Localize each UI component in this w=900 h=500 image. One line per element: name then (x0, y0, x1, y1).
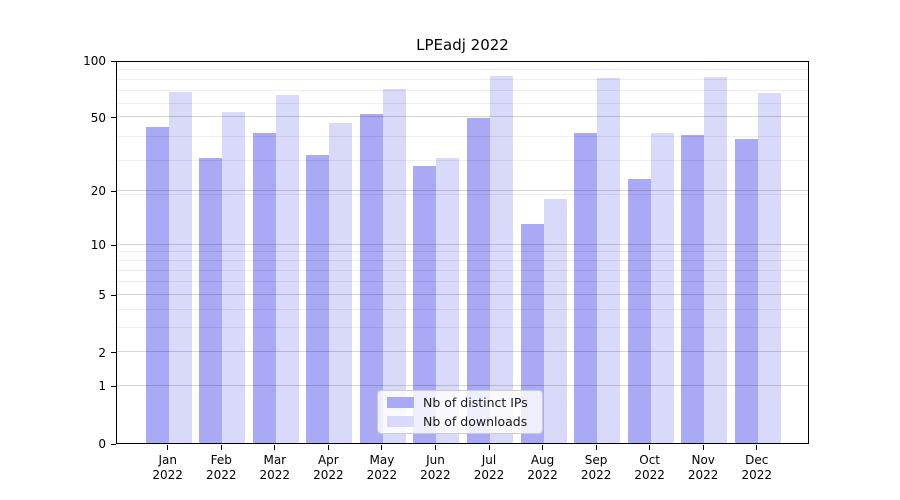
bar-distinct-ips-oct (627, 179, 651, 443)
legend-item-distinct-ips: Nb of distinct IPs (387, 395, 533, 410)
bar-downloads-jun (436, 158, 460, 443)
x-tick-mark (702, 445, 704, 450)
x-tick-mark (220, 445, 222, 450)
y-tick-label: 5 (98, 288, 106, 303)
x-tick-mark (595, 445, 597, 450)
grid-layer (117, 62, 808, 443)
bar-distinct-ips-aug (520, 224, 544, 443)
y-tick-label: 1 (98, 379, 106, 394)
gridline-minor (117, 102, 808, 104)
gridline-minor (117, 78, 808, 80)
y-tick-mark (111, 60, 116, 62)
x-tick-mark (381, 445, 383, 450)
bar-downloads-nov (704, 77, 728, 443)
x-tick-mark (488, 445, 490, 450)
legend-label-distinct-ips: Nb of distinct IPs (423, 395, 528, 410)
x-tick-label: Apr 2022 (313, 453, 344, 482)
bar-downloads-jan (168, 91, 192, 443)
bar-downloads-aug (543, 198, 567, 443)
bar-downloads-dec (757, 92, 781, 443)
bar-distinct-ips-feb (199, 158, 223, 443)
gridline-major (117, 116, 808, 118)
bar-layer (117, 62, 808, 443)
gridline-minor (117, 281, 808, 283)
bar-distinct-ips-may (359, 113, 383, 443)
gridline-major (117, 243, 808, 245)
gridline-major (117, 189, 808, 191)
gridline-minor (117, 160, 808, 162)
x-tick-label: Nov 2022 (687, 453, 719, 482)
y-tick-label: 50 (90, 110, 106, 125)
gridline-minor (117, 193, 808, 195)
x-tick-mark (649, 445, 651, 450)
gridline-minor (117, 89, 808, 91)
gridline-major (117, 293, 808, 295)
x-tick-label: Feb 2022 (205, 453, 237, 482)
plot-area (116, 61, 809, 444)
gridline-major (117, 351, 808, 353)
bar-distinct-ips-jul (467, 118, 490, 443)
y-tick-label: 2 (98, 345, 106, 360)
legend-item-downloads: Nb of downloads (387, 414, 533, 429)
bar-distinct-ips-jun (413, 166, 437, 443)
x-tick-mark (274, 445, 276, 450)
gridline-minor (117, 260, 808, 262)
y-tick-label: 0 (98, 437, 106, 451)
x-tick-mark (756, 445, 758, 450)
y-tick-label: 20 (90, 184, 106, 199)
x-tick-label: May 2022 (366, 453, 398, 482)
y-tick-mark (111, 385, 116, 387)
bar-downloads-feb (222, 111, 246, 443)
x-tick-label: Jun 2022 (420, 453, 451, 482)
y-tick-mark (111, 443, 116, 445)
legend: Nb of distinct IPs Nb of downloads (377, 390, 543, 434)
bar-downloads-mar (275, 95, 299, 443)
x-tick-label: Jan 2022 (152, 453, 183, 482)
bar-distinct-ips-mar (252, 132, 276, 443)
bar-downloads-may (382, 89, 406, 443)
y-tick-label: 100 (83, 54, 106, 68)
gridline-minor (117, 308, 808, 310)
x-tick-label: Dec 2022 (741, 453, 773, 482)
legend-label-downloads: Nb of downloads (423, 414, 528, 429)
chart-title: LPEadj 2022 (416, 36, 509, 54)
bar-distinct-ips-nov (681, 134, 705, 443)
bar-distinct-ips-apr (306, 155, 330, 443)
bar-distinct-ips-dec (734, 138, 758, 443)
y-tick-mark (111, 294, 116, 296)
bar-downloads-jul (490, 76, 513, 443)
x-tick-label: Jul 2022 (473, 453, 505, 482)
y-tick-label: 10 (90, 238, 106, 252)
x-tick-label: Mar 2022 (259, 453, 291, 482)
x-tick-mark (327, 445, 329, 450)
x-tick-mark (542, 445, 544, 450)
y-tick-mark (111, 117, 116, 119)
gridline-minor (117, 269, 808, 271)
bar-distinct-ips-jan (145, 127, 169, 443)
legend-swatch-downloads (387, 416, 414, 427)
x-tick-label: Aug 2022 (527, 453, 558, 482)
gridline-minor (117, 327, 808, 329)
bar-downloads-sep (597, 78, 621, 443)
bar-downloads-oct (650, 132, 674, 443)
gridline-minor (117, 69, 808, 71)
x-tick-label: Oct 2022 (634, 453, 665, 482)
legend-swatch-distinct-ips (387, 397, 414, 408)
gridline-minor (117, 136, 808, 138)
gridline-major (117, 384, 808, 386)
bar-downloads-apr (329, 123, 353, 443)
gridline-minor (117, 251, 808, 253)
x-tick-label: Sep 2022 (580, 453, 612, 482)
bar-distinct-ips-sep (574, 132, 598, 443)
y-tick-mark (111, 190, 116, 192)
x-tick-mark (434, 445, 436, 450)
y-tick-mark (111, 352, 116, 354)
y-tick-mark (111, 244, 116, 246)
x-tick-mark (167, 445, 169, 450)
